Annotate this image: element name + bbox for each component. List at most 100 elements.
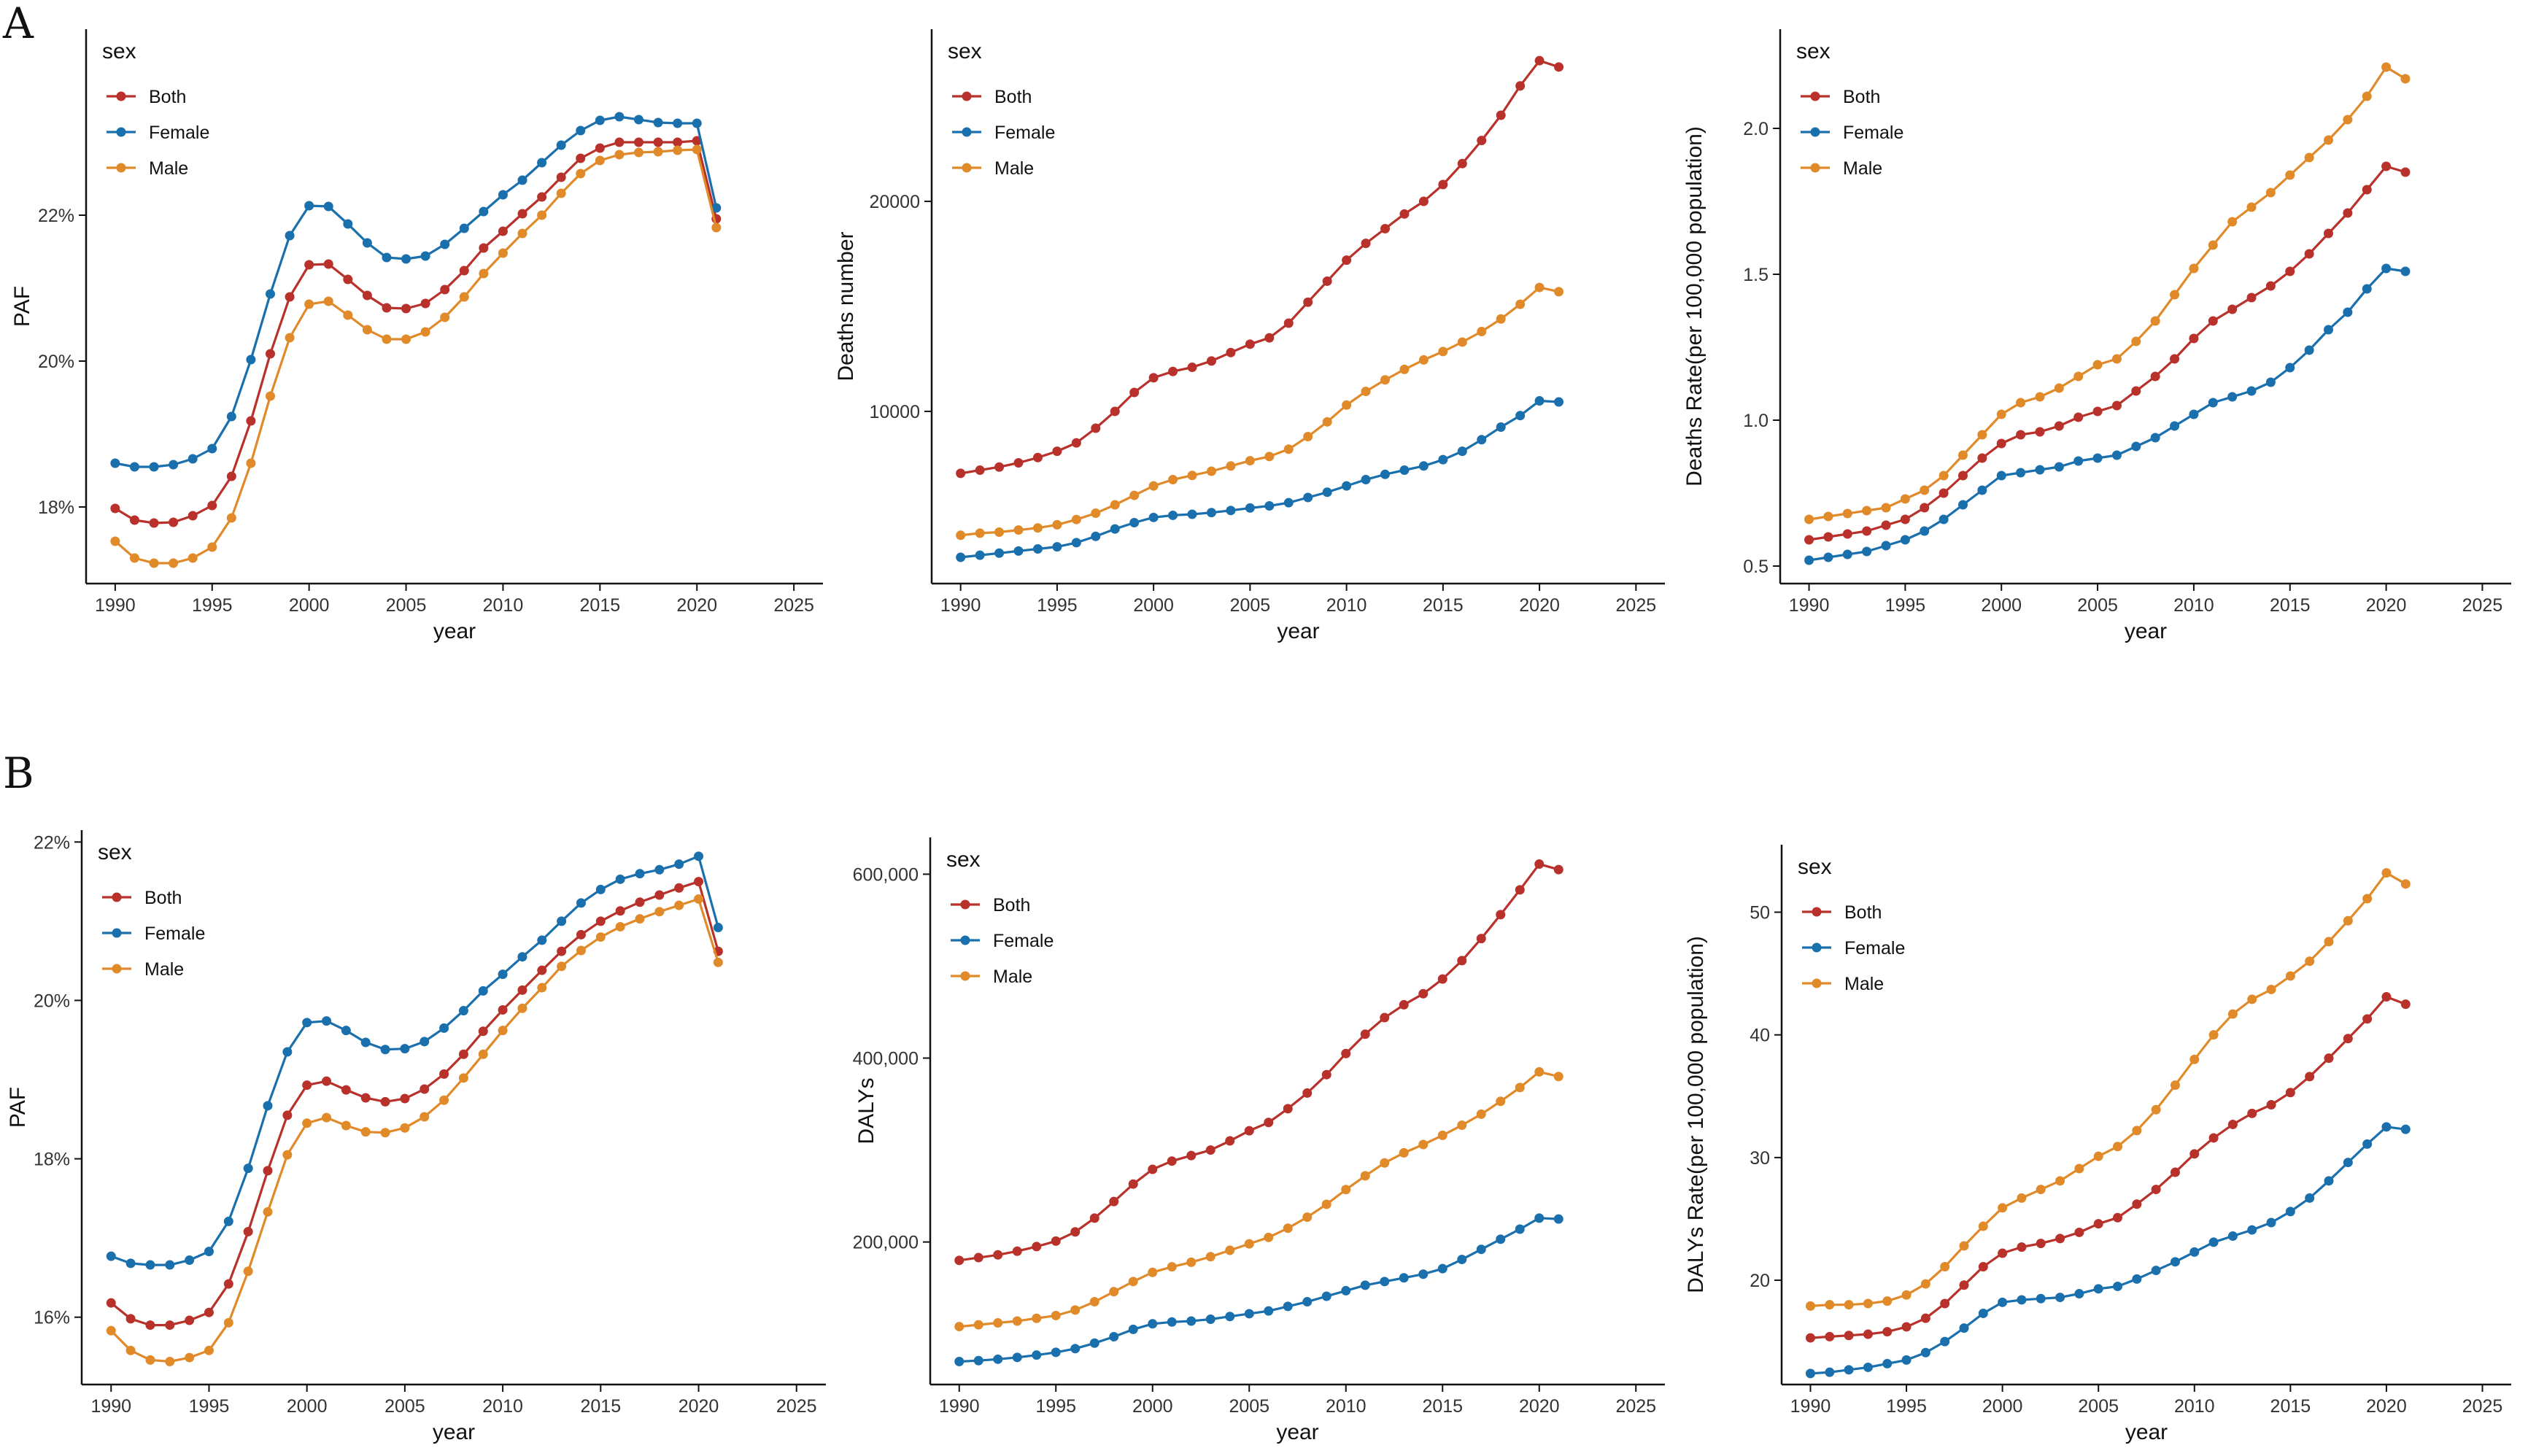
data-point bbox=[1457, 337, 1467, 347]
data-point bbox=[380, 1128, 390, 1138]
data-point bbox=[1844, 1300, 1854, 1310]
data-point bbox=[169, 558, 179, 568]
x-tick-label: 2010 bbox=[2174, 1396, 2215, 1417]
data-point bbox=[1399, 1273, 1409, 1283]
series-female bbox=[106, 851, 723, 1270]
series-female bbox=[1804, 263, 2411, 565]
data-point bbox=[2304, 249, 2314, 259]
data-point bbox=[1148, 512, 1159, 522]
x-tick-label: 2010 bbox=[482, 1396, 523, 1417]
data-point bbox=[2170, 354, 2180, 364]
data-point bbox=[1399, 1147, 1409, 1158]
data-point bbox=[1959, 1280, 1969, 1290]
data-point bbox=[576, 929, 586, 940]
legend-title: sex bbox=[102, 39, 136, 63]
data-point bbox=[2036, 1239, 2046, 1249]
data-point bbox=[1881, 541, 1891, 551]
data-point bbox=[400, 1093, 410, 1104]
data-point bbox=[165, 1357, 175, 1367]
x-tick-label: 1995 bbox=[1886, 1396, 1927, 1417]
data-point bbox=[2093, 1284, 2103, 1294]
data-point bbox=[1225, 1312, 1235, 1322]
data-point bbox=[1457, 446, 1467, 457]
data-point bbox=[576, 898, 586, 908]
data-point bbox=[498, 190, 508, 200]
data-point bbox=[1032, 1242, 1042, 1252]
data-point bbox=[2362, 894, 2373, 904]
series-line-both bbox=[1809, 165, 2406, 541]
chart-3: 1990 1995 2000 2005 2010 2015 2020 2025 0.5 1.0 1.… bbox=[1682, 29, 2511, 643]
data-point bbox=[654, 890, 665, 900]
data-point bbox=[439, 1095, 449, 1105]
data-point bbox=[479, 206, 489, 217]
chart-5: 1990 1995 2000 2005 2010 2015 2020 2025 200,000 4… bbox=[853, 837, 1665, 1444]
legend-entry-female: Female bbox=[993, 931, 1054, 951]
data-point bbox=[440, 239, 450, 249]
data-point bbox=[382, 303, 392, 313]
data-point bbox=[2017, 1242, 2027, 1252]
y-axis-title: Deaths Rate(per 100,000 population) bbox=[1682, 126, 1706, 487]
data-point bbox=[956, 552, 966, 562]
data-point bbox=[1186, 1150, 1197, 1161]
data-point bbox=[2400, 167, 2411, 177]
data-point bbox=[1013, 525, 1024, 535]
data-point bbox=[2150, 433, 2160, 443]
data-point bbox=[2343, 208, 2353, 218]
data-point bbox=[1996, 438, 2006, 449]
x-axis-title: year bbox=[433, 619, 476, 643]
data-point bbox=[2208, 1030, 2219, 1040]
data-point bbox=[266, 349, 275, 359]
data-point bbox=[498, 248, 508, 258]
data-point bbox=[1244, 1239, 1254, 1249]
data-point bbox=[517, 175, 527, 185]
data-point bbox=[954, 1356, 965, 1366]
data-point bbox=[1187, 362, 1197, 372]
data-point bbox=[635, 869, 645, 879]
x-tick-label: 2020 bbox=[1519, 1396, 1560, 1417]
data-point bbox=[1342, 481, 1352, 491]
data-point bbox=[1823, 532, 1833, 542]
data-point bbox=[2305, 1072, 2315, 1082]
data-point bbox=[1399, 364, 1410, 374]
data-point bbox=[2227, 304, 2238, 314]
data-point bbox=[595, 155, 605, 166]
data-point bbox=[323, 259, 333, 269]
data-point bbox=[2132, 1274, 2142, 1284]
legend-swatch-point bbox=[962, 163, 972, 173]
data-point bbox=[2189, 1149, 2200, 1159]
data-point bbox=[1322, 417, 1332, 427]
series-male bbox=[106, 894, 723, 1367]
legend-entry-male: Male bbox=[993, 967, 1032, 987]
data-point bbox=[2150, 371, 2160, 382]
x-tick-label: 2015 bbox=[580, 595, 621, 616]
data-point bbox=[2017, 1295, 2027, 1305]
data-point bbox=[341, 1085, 351, 1095]
data-point bbox=[1283, 318, 1294, 328]
legend-swatch-point bbox=[962, 91, 972, 101]
data-point bbox=[1110, 406, 1120, 417]
data-point bbox=[302, 1118, 312, 1128]
data-point bbox=[1998, 1248, 2008, 1258]
data-point bbox=[360, 1127, 371, 1137]
data-point bbox=[1244, 1126, 1254, 1136]
data-point bbox=[1091, 508, 1101, 519]
data-point bbox=[1977, 453, 1987, 463]
data-point bbox=[204, 1307, 214, 1317]
data-point bbox=[1399, 999, 1409, 1010]
data-point bbox=[673, 145, 683, 155]
legend: sex Both Female Male bbox=[1796, 39, 1903, 179]
data-point bbox=[1823, 511, 1833, 522]
data-point bbox=[1901, 1290, 1912, 1300]
data-point bbox=[537, 192, 547, 202]
x-tick-label: 2025 bbox=[1616, 595, 1657, 616]
data-point bbox=[204, 1247, 214, 1257]
data-point bbox=[110, 458, 120, 468]
data-point bbox=[1187, 471, 1197, 481]
data-point bbox=[1128, 1324, 1138, 1334]
data-point bbox=[2170, 1167, 2180, 1177]
data-point bbox=[2265, 377, 2276, 387]
data-point bbox=[1091, 423, 1101, 433]
data-point bbox=[973, 1320, 983, 1330]
data-point bbox=[1554, 62, 1564, 72]
data-point bbox=[537, 965, 547, 975]
